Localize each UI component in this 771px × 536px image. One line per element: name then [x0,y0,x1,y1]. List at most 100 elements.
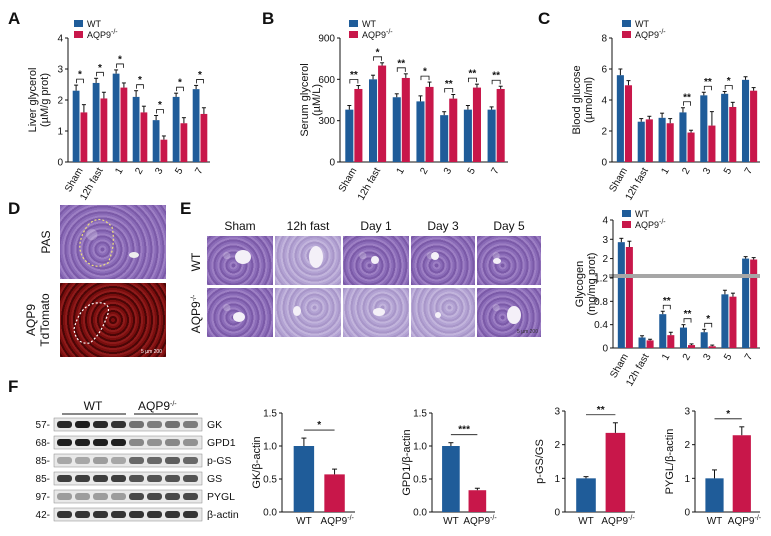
x-tick-label: 2 [133,166,146,177]
sig-stars: * [78,70,82,81]
x-tick-label: 5 [173,166,186,177]
y-tick-label: 4 [57,34,63,45]
bar-aqp9 [468,490,487,512]
sig-stars: * [158,100,162,111]
bar-wt [487,109,496,162]
tdtomato-outline [73,302,109,344]
wb-band [165,439,180,446]
legend-swatch-aqp9 [622,221,631,228]
bar-aqp9 [645,119,653,162]
legend-swatch-aqp9 [349,31,358,38]
histology-column-label: Sham [224,219,255,233]
legend-label-aqp9: AQP9-/- [635,29,666,40]
legend-label-wt: WT [362,19,376,29]
wb-lane-strip [53,435,203,450]
y-tick-label: 3 [57,65,63,76]
bar-aqp9 [624,85,633,162]
wb-band [129,421,144,428]
x-tick-label: 5 [722,166,735,177]
bar-wt [440,115,449,162]
panel-label-d: D [8,199,20,218]
bar-wt [741,79,750,162]
bar-aqp9 [160,139,168,162]
y-tick-label: 0.5 [263,475,277,486]
y-tick-label: 1.5 [413,409,427,420]
pas-outline [79,218,139,267]
wb-band [111,421,126,428]
x-tick-label: 1 [659,166,672,177]
bar-wt [617,242,625,274]
bar-aqp9-lower [625,278,633,348]
bar-aqp9 [425,86,434,162]
y-tick-label: 2 [554,440,560,451]
y-tick-label: 0 [554,508,560,519]
x-tick-label: 3 [702,352,715,363]
wb-protein-label: GS [207,473,222,485]
wb-band [183,493,198,500]
sig-stars: * [98,63,102,74]
y-tick-label: 300 [318,116,335,127]
y-tick-label: 0 [684,508,690,519]
sig-bracket [724,85,733,90]
wb-band [93,439,108,446]
wb-band [165,457,180,464]
y-axis-label: Blood glucose(µmol/ml) [571,65,595,134]
x-tick-label: 2 [680,166,693,177]
x-tick-label: WT [578,516,594,527]
sig-stars: * [726,409,730,420]
sig-stars: * [376,47,380,58]
y-tick-label: 2 [602,254,608,265]
y-tick-label: 600 [318,75,335,86]
x-tick-label: Sham [337,166,360,194]
sig-bracket [420,75,430,81]
sig-bracket [96,71,104,77]
wb-marker: 97- [36,492,50,503]
bar-aqp9 [732,435,751,512]
sig-bracket [683,101,691,106]
bar-aqp9 [200,113,208,162]
wb-band [183,439,198,446]
bar-aqp9 [688,345,696,348]
wb-band [93,457,108,464]
wb-band [165,421,180,428]
histology-wt-day1 [343,236,409,285]
wb-band [75,493,90,500]
y-axis-label: GPD1/β-actin [401,429,413,495]
bar-wt [416,101,425,162]
sig-stars: ** [397,58,405,69]
y-tick-label: 2 [57,96,63,107]
sig-bracket [176,86,184,92]
histology-ko-day5: 5 µm 200 [477,288,541,337]
wb-lane-strip [53,453,203,468]
wb-band [129,493,144,500]
wb-marker: 57- [36,420,50,431]
wb-band [183,475,198,482]
bar-wt [638,337,646,348]
legend-label-wt: WT [87,19,101,29]
bar-aqp9 [750,259,758,274]
y-tick-label: 1.0 [263,442,277,453]
y-tick-label: 2 [601,127,607,138]
sig-bracket [491,79,501,85]
legend-label-aqp9: AQP9-/- [87,29,118,40]
wb-band [165,493,180,500]
bar-wt [172,96,180,162]
wb-band [57,421,72,428]
bar-wt [616,75,624,162]
wb-marker: 42- [36,510,50,521]
y-tick-label: 1.5 [263,409,277,420]
wb-band [147,475,162,482]
y-tick-label: 0.8 [594,297,608,308]
x-tick-label: 3 [153,166,166,177]
bar-wt [700,95,708,162]
bar-wt [679,112,687,162]
wb-marker: 85- [36,456,50,467]
bar-aqp9 [750,90,758,162]
bar-wt [679,327,687,348]
wb-lane-strip [53,507,203,522]
bar-wt [72,90,80,162]
sig-bracket [683,318,692,323]
bar-aqp9 [666,123,674,162]
bar-aqp9 [401,77,410,162]
